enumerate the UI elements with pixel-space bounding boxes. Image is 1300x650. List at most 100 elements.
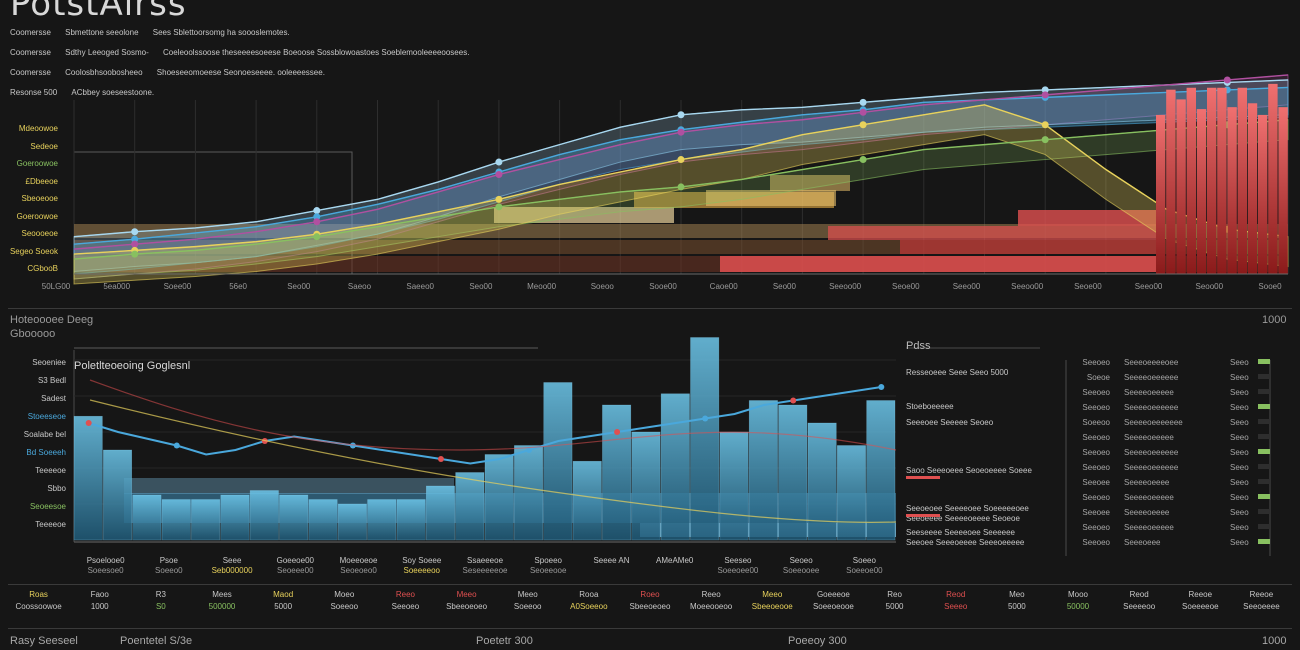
table-cell: Seeoeo: [1082, 388, 1110, 397]
x-tick-label: Seo00: [469, 282, 493, 291]
x-tick-label: Seoe00: [892, 282, 920, 291]
table-marker: [1258, 359, 1270, 364]
stat-label: Maod: [273, 590, 294, 599]
x-tick-label: Ssaeeeoe: [466, 556, 504, 565]
stat-value: Seeeo: [944, 602, 968, 611]
stat-label: Rooa: [579, 590, 599, 599]
x-tick-label: Psoe: [159, 556, 178, 565]
highlight-bar: [906, 476, 940, 479]
header-cell: Coomersse: [10, 28, 51, 37]
base-band: [124, 478, 454, 494]
stat-label: Reeoe: [1188, 590, 1213, 599]
red-bar: [1237, 87, 1247, 274]
table-marker: [1258, 449, 1270, 454]
y-axis-label: Goeroowoe: [16, 211, 58, 221]
side-panel-row: Resseoeee Seee Seeo 5000: [906, 368, 1009, 377]
stat-value: 1000: [90, 602, 109, 611]
red-bar: [1207, 87, 1217, 274]
x-tick-label: Seseeeeeoe: [462, 566, 508, 575]
y-axis-label: CGbooB: [27, 264, 58, 273]
bottom-chart: [73, 337, 1271, 556]
table-cell: Seeo: [1230, 403, 1249, 412]
red-bar: [1156, 114, 1166, 274]
stat-value: Soeeoo: [513, 602, 542, 611]
blue-bar: [73, 415, 103, 541]
table-marker: [1258, 464, 1270, 469]
data-point: [677, 111, 685, 119]
footer-center: Poetetr 300: [476, 635, 533, 647]
blue-bar: [690, 337, 720, 541]
header-cell: Coolosbhsoobosheeo: [65, 68, 143, 77]
band-bar: [828, 226, 1158, 240]
x-tick-label: Soeeo0: [155, 566, 183, 575]
y-axis-label: Seoeniee: [32, 358, 66, 367]
blue-bar: [161, 499, 191, 541]
header-cell: Resonse 500: [10, 88, 58, 97]
x-tick-label: Seeee AN: [593, 556, 630, 565]
header-cell: Coeleoolssoose theseeeesoeese Boeoose So…: [162, 48, 470, 57]
top-chart-x-ticks: 50LG00 5ea000 Soee00 56e0 Seo00 Saeoo Saeeo0 Se…: [0, 282, 1300, 296]
blue-bar: [191, 499, 221, 541]
stat-label: Meeo: [456, 590, 477, 599]
x-tick-label: Soeesoe0: [87, 566, 124, 575]
blue-bar: [132, 494, 162, 541]
table-cell: Seeeeoeeeee: [1124, 433, 1174, 442]
stat-value: Moeeooeoo: [690, 602, 733, 611]
stat-value: Coossoowoe: [15, 602, 62, 611]
data-point: [131, 250, 139, 258]
table-cell: Seeo: [1230, 538, 1249, 547]
header-cell: Coomersse: [10, 68, 51, 77]
data-point: [131, 240, 139, 248]
y-axis-label: Mdeoowoe: [18, 124, 58, 133]
x-tick-label: Soeeoe00: [846, 566, 883, 575]
highlight-bar: [906, 514, 940, 517]
top-chart: [73, 74, 1289, 285]
side-panel-row: Seeoeoee Seeeeoee Soeeeeeoee: [906, 504, 1029, 513]
data-point: [437, 456, 444, 462]
data-point: [1041, 136, 1049, 144]
blue-bar: [514, 445, 544, 541]
stat-value: 5000: [885, 602, 904, 611]
table-marker: [1258, 524, 1270, 529]
blue-bar: [778, 404, 808, 541]
stat-label: Roeo: [640, 590, 660, 599]
stat-label: Mees: [212, 590, 232, 599]
table-cell: Seeoeo: [1082, 493, 1110, 502]
x-tick-label: Seoe00: [1074, 282, 1102, 291]
table-cell: Seeeeoeeeee: [1124, 493, 1174, 502]
y-axis-label: Seoooeoe: [21, 229, 58, 238]
data-point: [859, 108, 867, 116]
mid-right-value: 1000: [1262, 314, 1287, 326]
data-point: [495, 170, 503, 178]
blue-bar: [866, 400, 896, 541]
header-cell: Shoeseeomoeese Seonoeseeee. ooleeeessee.: [156, 68, 325, 77]
y-axis-label: Sedeoe: [30, 141, 58, 151]
data-point: [1041, 86, 1049, 94]
stat-value: 5000: [274, 602, 293, 611]
x-tick-label: Soeeo: [852, 556, 876, 565]
stat-label: Reod: [1129, 590, 1149, 599]
data-point: [677, 156, 685, 164]
stat-label: Moeo: [334, 590, 355, 599]
side-panel-row: Seeoeeee Seeeeoeeee Seoeoe: [906, 514, 1020, 523]
x-tick-label: Sooe0: [1258, 282, 1282, 291]
blue-bar: [807, 422, 837, 541]
blue-bar: [337, 503, 367, 541]
x-tick-label: Spoeeo: [534, 556, 563, 565]
blue-bar: [572, 460, 602, 541]
blue-bar: [543, 382, 573, 541]
table-cell: Soeeoo: [1082, 418, 1110, 427]
data-point: [131, 235, 139, 243]
table-cell: Seeo: [1230, 448, 1249, 457]
stat-label: Meeo: [762, 590, 783, 599]
stat-value: S0: [155, 602, 166, 611]
table-cell: Seeo: [1230, 358, 1249, 367]
x-tick-label: Soeoo: [590, 282, 614, 291]
table-cell: Seeeeoeeeeee: [1124, 373, 1179, 382]
x-tick-label: Moeeoeoe: [339, 556, 378, 565]
stat-value: A0Soeeoo: [570, 602, 608, 611]
x-tick-label: Seeo00: [952, 282, 981, 291]
x-tick-label: Seee: [222, 556, 242, 565]
table-cell: Seeo: [1230, 493, 1249, 502]
stat-label: R3: [155, 590, 166, 599]
